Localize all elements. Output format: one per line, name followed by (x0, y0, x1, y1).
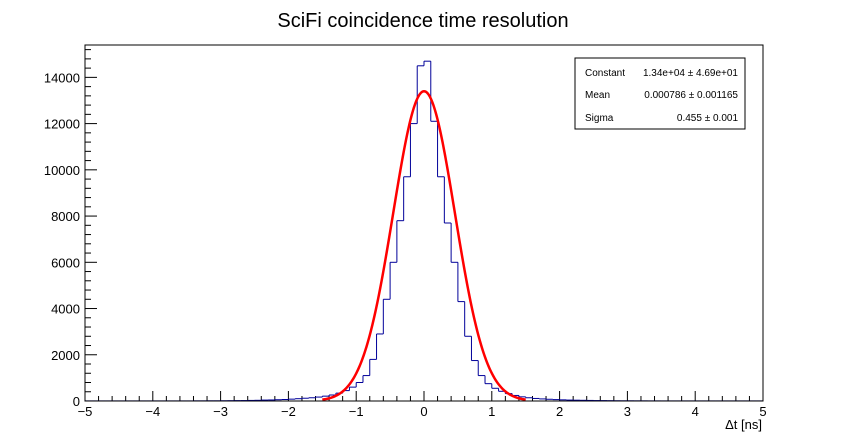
x-tick-label: 0 (420, 404, 427, 419)
x-tick-label: 1 (488, 404, 495, 419)
y-tick-label: 0 (73, 394, 80, 409)
y-tick-label: 2000 (51, 348, 80, 363)
x-tick-label: −4 (145, 404, 160, 419)
stats-mean-label: Mean (585, 90, 610, 101)
stats-box: Constant 1.34e+04 ± 4.69e+01 Mean 0.0007… (574, 57, 746, 130)
stats-mean-value: 0.000786 ± 0.001165 (644, 90, 738, 101)
x-tick-label: −5 (78, 404, 93, 419)
y-tick-label: 4000 (51, 302, 80, 317)
gaussian-fit-curve (322, 89, 526, 401)
y-tick-label: 10000 (44, 163, 80, 178)
x-tick-label: −2 (281, 404, 296, 419)
x-tick-label: 3 (624, 404, 631, 419)
stats-sigma-value: 0.455 ± 0.001 (677, 113, 739, 124)
x-axis-title: Δt [ns] (725, 417, 762, 432)
plot-frame (84, 44, 764, 402)
y-tick-label: 12000 (44, 117, 80, 132)
y-tick-label: 14000 (44, 70, 80, 85)
x-tick-label: −1 (349, 404, 364, 419)
x-tick-label: −3 (213, 404, 228, 419)
y-axis: 0 2000 4000 6000 8000 10000 12000 14000 (44, 49, 97, 409)
fit-series (322, 89, 526, 401)
y-tick-label: 6000 (51, 255, 80, 270)
stats-sigma-label: Sigma (585, 113, 614, 124)
x-tick-label: 4 (692, 404, 699, 419)
y-tick-label: 8000 (51, 209, 80, 224)
stats-constant-label: Constant (585, 68, 625, 79)
x-tick-label: 5 (759, 404, 766, 419)
chart-title: SciFi coincidence time resolution (277, 10, 568, 32)
stats-box-border (574, 57, 746, 130)
x-tick-label: 2 (556, 404, 563, 419)
x-axis: −5 −4 −3 −2 −1 0 1 2 3 4 5 (78, 391, 767, 419)
stats-constant-value: 1.34e+04 ± 4.69e+01 (643, 68, 738, 79)
